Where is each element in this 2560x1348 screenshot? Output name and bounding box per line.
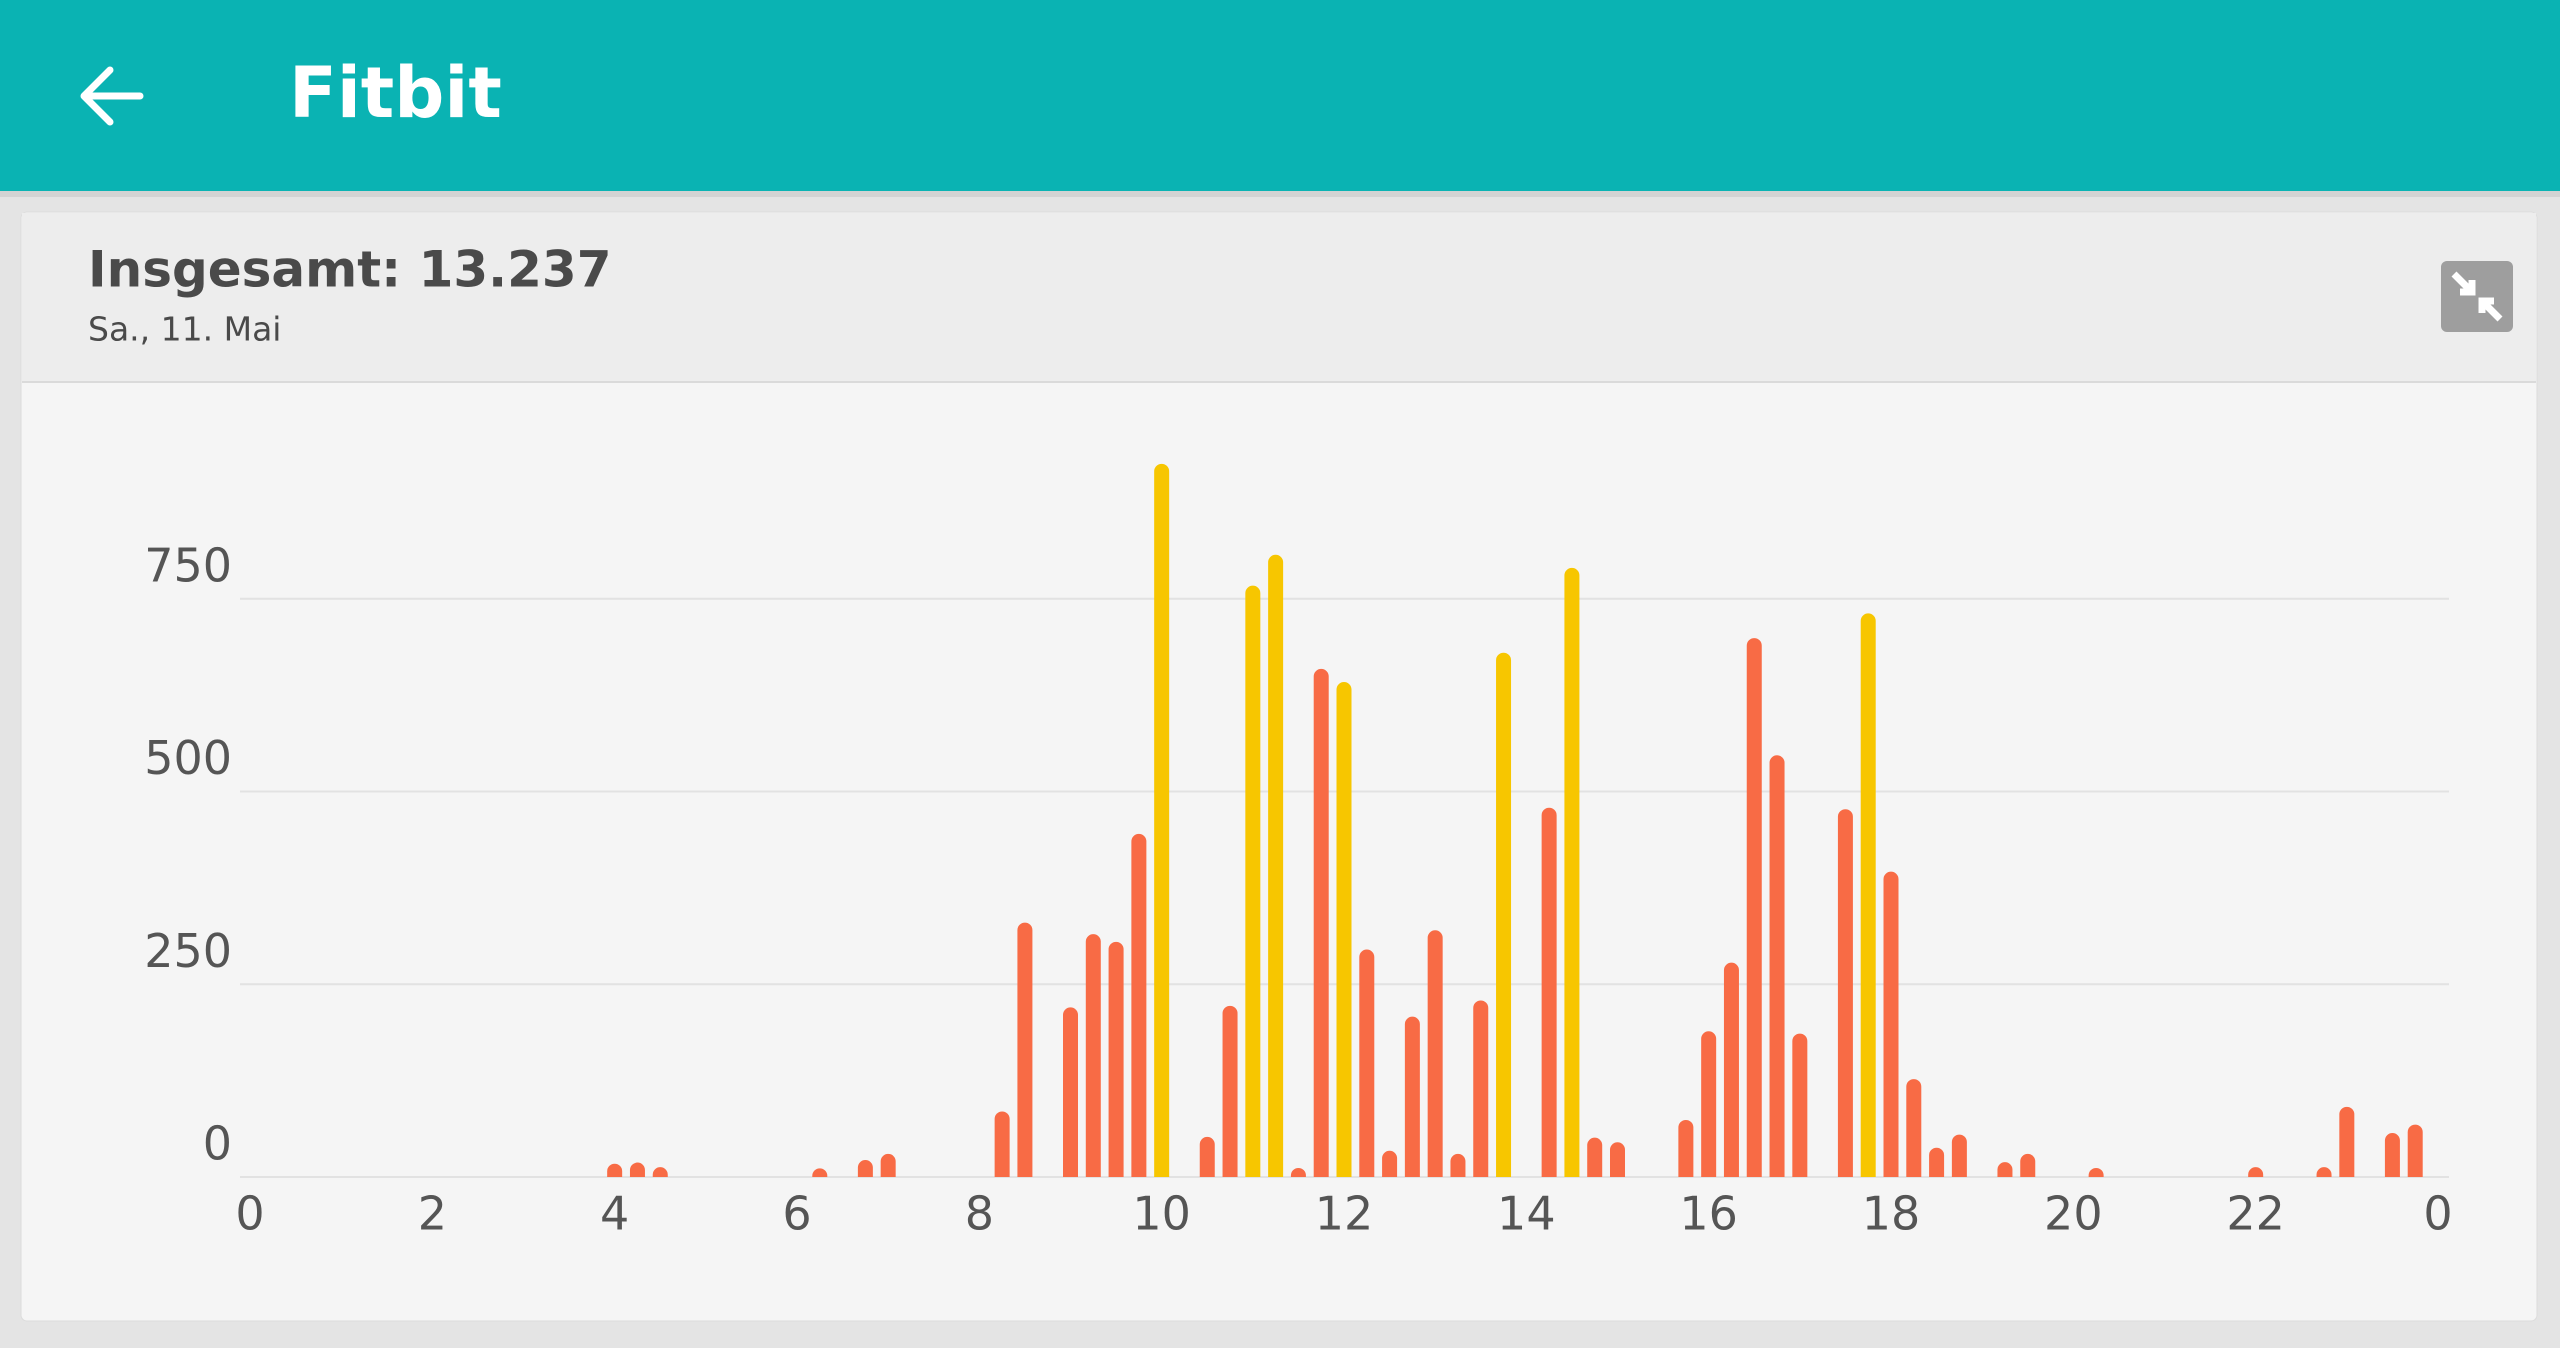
collapse-arrows	[2451, 271, 2503, 322]
card-subtitle: Sa., 11. Mai	[88, 310, 281, 349]
bar	[2339, 1106, 2355, 1177]
x-tick-label: 0	[2423, 1187, 2452, 1241]
back-arrow	[80, 66, 144, 126]
bar	[1792, 1033, 1808, 1177]
y-tick-label: 0	[203, 1117, 232, 1171]
bar	[2316, 1167, 2332, 1177]
card-title: Insgesamt: 13.237	[88, 241, 612, 299]
bar	[880, 1153, 896, 1177]
x-tick-label: 12	[1315, 1187, 1374, 1241]
bar	[1564, 567, 1580, 1177]
bar	[652, 1167, 668, 1177]
y-tick-label: 500	[144, 731, 232, 785]
x-tick-label: 20	[2044, 1187, 2103, 1241]
x-tick-label: 6	[782, 1187, 811, 1241]
bar	[2088, 1167, 2104, 1177]
bar	[1108, 941, 1124, 1177]
bar	[1587, 1137, 1603, 1177]
bar	[812, 1168, 828, 1177]
collapse-icon	[2441, 261, 2513, 332]
app-bar	[0, 0, 2560, 191]
bar	[1017, 922, 1033, 1177]
bar	[2020, 1153, 2036, 1177]
bar	[1701, 1031, 1717, 1177]
bar	[1245, 585, 1261, 1177]
back-button[interactable]	[80, 66, 144, 126]
x-tick-label: 0	[235, 1187, 264, 1241]
bar	[1746, 638, 1762, 1177]
bar	[1382, 1150, 1398, 1177]
bar	[994, 1111, 1010, 1177]
plot: 0 250 500 750 0 2 4 6 8 10 12 14 16 18 20 22 0	[144, 463, 2453, 1241]
bar	[1131, 833, 1147, 1177]
bar	[1336, 682, 1352, 1177]
collapse-button[interactable]	[2441, 261, 2513, 332]
bar	[607, 1163, 623, 1177]
bar	[1723, 962, 1739, 1177]
y-tick-label: 750	[144, 538, 232, 592]
bar	[857, 1160, 873, 1177]
x-tick-label: 18	[1862, 1187, 1921, 1241]
bar	[2384, 1133, 2400, 1177]
bar	[1154, 463, 1170, 1177]
bar	[1541, 807, 1557, 1177]
y-tick-label: 250	[144, 924, 232, 978]
bar	[1837, 809, 1853, 1177]
bar	[1883, 871, 1899, 1177]
x-tick-label: 22	[2226, 1187, 2285, 1241]
bar	[1769, 755, 1785, 1177]
bar	[1427, 930, 1443, 1177]
app-title: Fitbit	[289, 52, 502, 134]
bar	[1951, 1134, 1967, 1177]
bar	[1997, 1162, 2013, 1177]
app-bar-shadow	[0, 191, 2560, 197]
x-tick-label: 4	[600, 1187, 629, 1241]
bar	[1359, 949, 1375, 1177]
x-tick-label: 2	[418, 1187, 447, 1241]
x-tick-label: 16	[1679, 1187, 1738, 1241]
bar	[1906, 1079, 1922, 1177]
bar	[1610, 1142, 1625, 1177]
bar	[1860, 613, 1876, 1177]
bar	[1085, 934, 1101, 1177]
bar	[1063, 1007, 1078, 1177]
bar	[1678, 1119, 1694, 1177]
bar	[629, 1162, 645, 1177]
bar	[1222, 1005, 1238, 1177]
bar	[1268, 554, 1284, 1177]
bar	[1473, 1000, 1489, 1177]
card-header	[22, 213, 2536, 382]
bar	[2407, 1124, 2423, 1177]
bar	[2248, 1167, 2264, 1177]
bar	[1313, 668, 1329, 1177]
bar	[1450, 1153, 1466, 1177]
bar	[1290, 1167, 1306, 1177]
x-tick-label: 8	[965, 1187, 994, 1241]
bar	[1496, 652, 1512, 1177]
x-tick-label: 14	[1497, 1187, 1556, 1241]
bar	[1199, 1136, 1215, 1177]
bar	[1929, 1147, 1945, 1177]
bar	[1404, 1016, 1420, 1177]
x-tick-label: 10	[1132, 1187, 1191, 1241]
